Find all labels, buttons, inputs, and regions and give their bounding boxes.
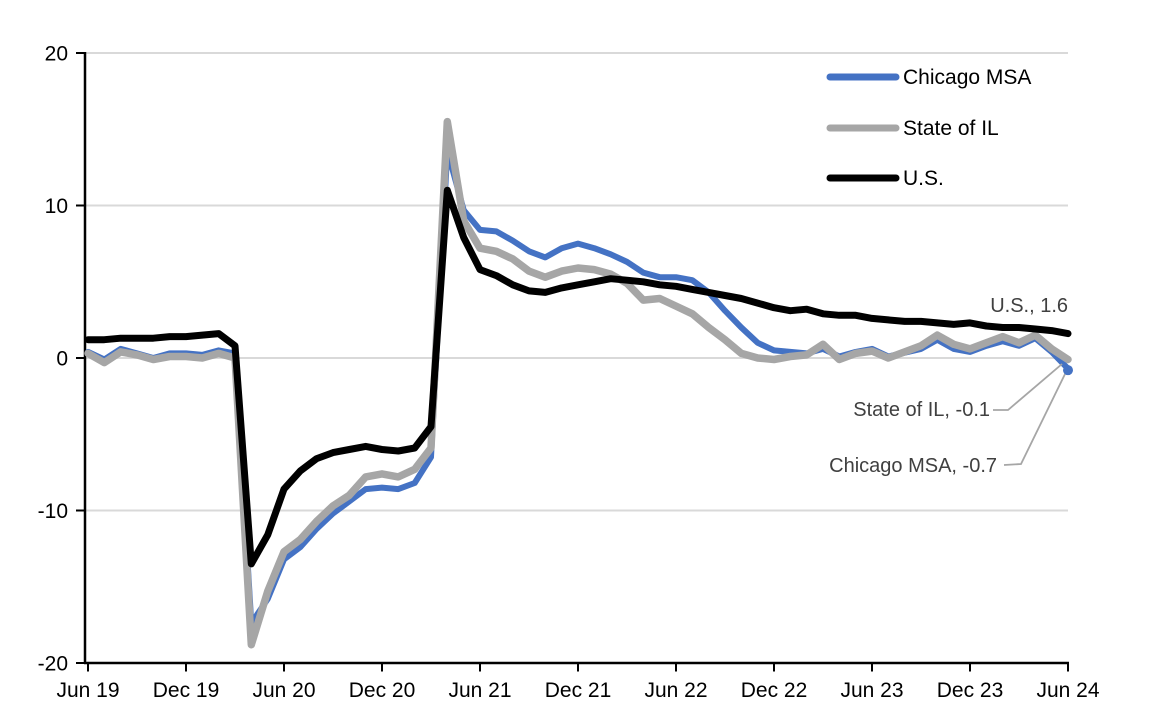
x-tick-label: Dec 21 bbox=[545, 679, 612, 702]
x-tick-label: Jun 22 bbox=[644, 679, 707, 702]
annotation-us: U.S., 1.6 bbox=[990, 295, 1068, 317]
series-line-state-of-il bbox=[84, 117, 1072, 649]
y-tick-label: -20 bbox=[38, 652, 68, 675]
y-tick-label: -10 bbox=[38, 500, 68, 523]
chicago-msa-end-marker bbox=[1063, 365, 1073, 376]
y-tick-label: 0 bbox=[56, 347, 68, 370]
legend-label-state-of-il: State of IL bbox=[903, 117, 999, 140]
x-tick-label: Jun 24 bbox=[1036, 679, 1099, 702]
x-tick-label: Dec 22 bbox=[741, 679, 808, 702]
x-tick-label: Jun 21 bbox=[448, 679, 511, 702]
x-tick-label: Jun 19 bbox=[56, 679, 119, 702]
leader-line-chicago-msa bbox=[1003, 371, 1067, 466]
annotation-leaders bbox=[993, 363, 1067, 466]
x-tick-label: Dec 20 bbox=[349, 679, 416, 702]
legend: Chicago MSA State of IL U.S. bbox=[826, 66, 1031, 190]
legend-label-us: U.S. bbox=[903, 167, 944, 190]
x-tick-label: Dec 19 bbox=[153, 679, 220, 702]
x-axis-ticks bbox=[87, 663, 1069, 672]
y-axis-ticks bbox=[76, 52, 85, 664]
legend-label-chicago-msa: Chicago MSA bbox=[903, 66, 1031, 89]
annotation-state-of-il: State of IL, -0.1 bbox=[853, 399, 990, 421]
series-line-u-s- bbox=[84, 186, 1072, 568]
leader-line-state-of-il bbox=[993, 363, 1063, 411]
y-tick-label: 10 bbox=[45, 195, 68, 218]
y-tick-label: 20 bbox=[45, 42, 68, 65]
x-axis-tick-labels: Jun 19 Dec 19 Jun 20 Dec 20 Jun 21 Dec 21 Jun … bbox=[56, 679, 1099, 702]
x-tick-label: Dec 23 bbox=[937, 679, 1004, 702]
annotation-chicago-msa: Chicago MSA, -0.7 bbox=[829, 455, 997, 477]
x-tick-label: Jun 20 bbox=[252, 679, 315, 702]
x-tick-label: Jun 23 bbox=[840, 679, 903, 702]
series-lines bbox=[84, 117, 1072, 649]
y-axis-tick-labels: 20 10 0 -10 -20 bbox=[38, 42, 68, 675]
annotations: U.S., 1.6 State of IL, -0.1 Chicago MSA,… bbox=[829, 295, 1068, 477]
